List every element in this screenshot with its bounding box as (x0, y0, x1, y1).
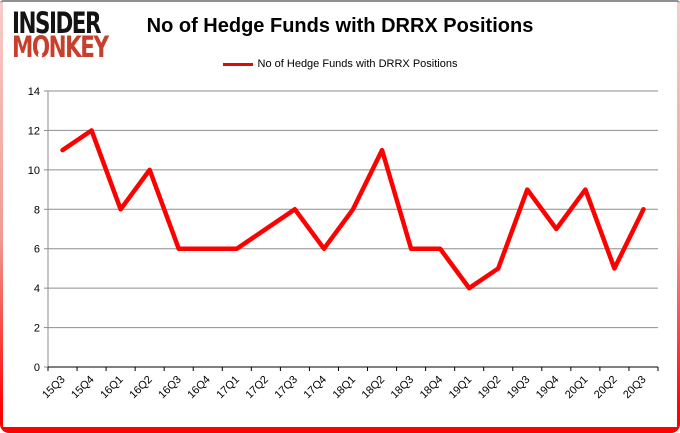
svg-text:6: 6 (34, 244, 40, 256)
svg-text:8: 8 (34, 204, 40, 216)
svg-text:12: 12 (28, 125, 40, 137)
insider-monkey-logo: INSIDER MONKEY (12, 6, 109, 64)
page-title: No of Hedge Funds with DRRX Positions (146, 15, 534, 37)
svg-text:20Q2: 20Q2 (592, 374, 620, 402)
svg-text:20Q3: 20Q3 (621, 374, 649, 402)
svg-text:17Q3: 17Q3 (273, 374, 301, 402)
legend-series-label: No of Hedge Funds with DRRX Positions (257, 58, 458, 70)
chart-canvas: INSIDER MONKEY No of Hedge Funds with DR… (3, 2, 677, 427)
svg-text:18Q4: 18Q4 (418, 374, 446, 402)
svg-text:16Q2: 16Q2 (127, 374, 155, 402)
svg-text:18Q3: 18Q3 (389, 374, 417, 402)
svg-text:19Q2: 19Q2 (476, 374, 504, 402)
svg-text:14: 14 (28, 86, 40, 98)
svg-text:20Q1: 20Q1 (563, 374, 591, 402)
svg-text:19Q4: 19Q4 (534, 374, 562, 402)
logo-text-insider: INSIDER (12, 6, 102, 40)
svg-text:16Q3: 16Q3 (156, 374, 184, 402)
svg-text:18Q2: 18Q2 (360, 374, 388, 402)
monkey-eye-dot (37, 52, 43, 58)
svg-text:4: 4 (34, 283, 40, 295)
svg-text:16Q1: 16Q1 (98, 374, 126, 402)
svg-text:15Q4: 15Q4 (69, 374, 97, 402)
logo-text-monkey: MONKEY (12, 30, 109, 64)
svg-text:10: 10 (28, 165, 40, 177)
svg-text:17Q2: 17Q2 (243, 374, 271, 402)
svg-text:2: 2 (34, 323, 40, 335)
svg-text:18Q1: 18Q1 (331, 374, 359, 402)
svg-text:16Q4: 16Q4 (185, 374, 213, 402)
svg-text:19Q3: 19Q3 (505, 374, 533, 402)
svg-text:15Q3: 15Q3 (40, 374, 68, 402)
svg-text:17Q1: 17Q1 (214, 374, 242, 402)
svg-text:17Q4: 17Q4 (302, 374, 330, 402)
svg-text:0: 0 (34, 362, 40, 374)
svg-text:19Q1: 19Q1 (447, 374, 475, 402)
legend-line-swatch (222, 62, 253, 66)
chart-legend: No of Hedge Funds with DRRX Positions (3, 58, 677, 70)
